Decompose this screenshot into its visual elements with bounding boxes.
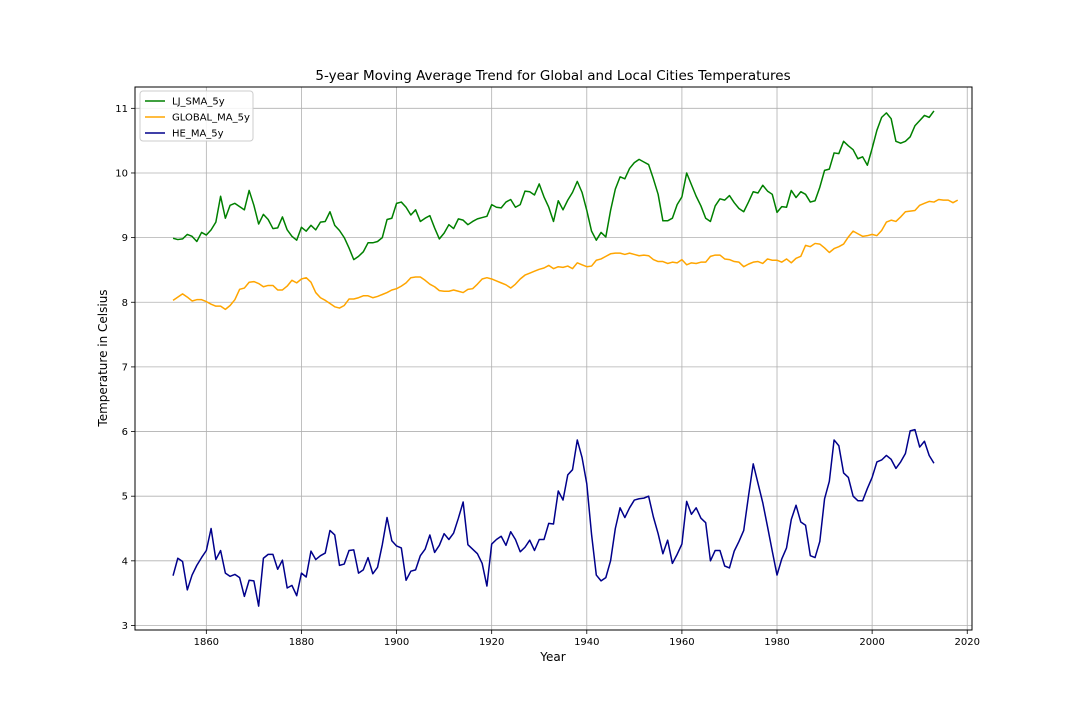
plot-frame xyxy=(134,86,973,631)
chart-title: 5-year Moving Average Trend for Global a… xyxy=(315,68,790,84)
x-tick-label: 1920 xyxy=(479,637,504,648)
series-layer xyxy=(172,110,959,607)
series-line-lj-sma-5y xyxy=(172,110,935,261)
y-tick-label: 3 xyxy=(122,621,128,632)
x-axis: 1860 1880 1900 1920 1940 1960 1980 2000 2020 xyxy=(194,630,980,648)
y-tick-label: 4 xyxy=(122,556,128,567)
y-tick-label: 6 xyxy=(122,427,128,438)
x-tick-label: 1980 xyxy=(764,637,789,648)
y-tick-label: 10 xyxy=(115,168,128,179)
x-tick-label: 1860 xyxy=(194,637,219,648)
legend-label: HE_MA_5y xyxy=(172,129,224,140)
x-tick-label: 1880 xyxy=(289,637,314,648)
series-line-global-ma-5y xyxy=(172,198,959,311)
y-tick-label: 7 xyxy=(122,362,128,373)
y-tick-label: 5 xyxy=(122,492,128,503)
y-axis: 3 4 5 6 7 8 9 10 11 xyxy=(115,104,135,632)
legend-box xyxy=(139,90,254,142)
x-tick-label: 1940 xyxy=(574,637,599,648)
y-tick-label: 11 xyxy=(115,104,128,115)
y-tick-label: 9 xyxy=(122,233,128,244)
y-axis-label: Temperature in Celsius xyxy=(96,289,110,427)
legend: LJ_SMA_5y GLOBAL_MA_5y HE_MA_5y xyxy=(139,90,254,142)
x-tick-label: 2020 xyxy=(955,637,980,648)
x-axis-label: Year xyxy=(539,650,565,664)
x-tick-label: 1900 xyxy=(384,637,409,648)
legend-label: LJ_SMA_5y xyxy=(172,97,225,108)
x-tick-label: 2000 xyxy=(859,637,884,648)
x-tick-label: 1960 xyxy=(669,637,694,648)
grid xyxy=(135,87,972,630)
y-tick-label: 8 xyxy=(122,298,128,309)
legend-label: GLOBAL_MA_5y xyxy=(172,113,250,124)
series-line-he-ma-5y xyxy=(172,428,935,607)
